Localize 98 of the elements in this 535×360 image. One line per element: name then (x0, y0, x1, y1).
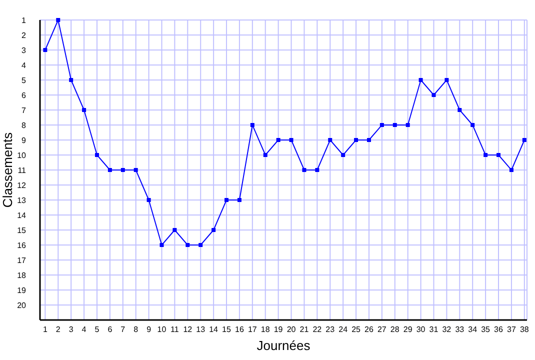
x-axis-title: Journées (256, 338, 311, 353)
y-axis-title: Classements (0, 132, 15, 208)
point (432, 93, 436, 97)
point (94, 153, 99, 157)
point (276, 138, 280, 142)
x-tick-label: 21 (300, 325, 310, 334)
x-tick-label: 30 (416, 325, 426, 334)
x-tick-label: 24 (338, 325, 348, 334)
point (509, 168, 514, 172)
point (289, 138, 294, 142)
point (224, 198, 229, 202)
x-tick-label: 2 (56, 325, 61, 334)
point (392, 123, 397, 127)
x-tick-label: 20 (286, 325, 296, 334)
point (366, 138, 371, 142)
y-tick-label: 9 (22, 136, 27, 145)
x-tick-label: 13 (196, 325, 206, 334)
y-tick-label: 14 (17, 211, 27, 220)
x-tick-label: 12 (183, 325, 193, 334)
x-tick-label: 3 (68, 325, 74, 334)
point (250, 123, 254, 127)
y-tick-label: 4 (22, 61, 27, 70)
point (328, 138, 332, 142)
y-tick-label: 18 (17, 271, 27, 280)
x-tick-label: 31 (429, 325, 439, 334)
x-tick-label: 33 (455, 325, 465, 334)
y-tick-label: 17 (17, 256, 27, 265)
point (237, 198, 242, 202)
x-tick-label: 1 (42, 325, 48, 334)
x-tick-label: 28 (390, 325, 400, 334)
point (341, 153, 346, 157)
point (458, 108, 462, 112)
y-tick-label: 5 (22, 76, 27, 85)
point (43, 48, 48, 52)
y-tick-label: 8 (22, 121, 27, 130)
point (444, 78, 449, 82)
x-tick-label: 23 (326, 325, 336, 334)
point (406, 123, 410, 127)
y-tick-label: 2 (22, 31, 27, 40)
point (198, 243, 203, 247)
x-tick-label: 15 (222, 325, 232, 334)
point (484, 153, 488, 157)
y-tick-label: 11 (18, 166, 27, 175)
y-tick-label: 1 (22, 16, 27, 25)
point (120, 168, 125, 172)
x-tick-label: 36 (494, 325, 504, 334)
point (172, 228, 177, 232)
x-tick-label: 34 (468, 325, 478, 334)
point (160, 243, 164, 247)
point (315, 168, 320, 172)
x-tick-label: 22 (312, 325, 322, 334)
y-tick-label: 16 (17, 241, 27, 250)
x-tick-label: 37 (507, 325, 516, 334)
x-tick-label: 26 (364, 325, 374, 334)
point (82, 108, 86, 112)
x-tick-label: 6 (108, 325, 113, 334)
x-tick-label: 35 (481, 325, 491, 334)
y-tick-label: 6 (22, 91, 27, 100)
x-tick-label: 25 (352, 325, 362, 334)
x-tick-label: 32 (442, 325, 452, 334)
x-tick-label: 18 (260, 325, 270, 334)
x-tick-label: 9 (146, 325, 152, 334)
point (496, 153, 501, 157)
point (354, 138, 358, 142)
x-tick-label: 14 (209, 325, 219, 334)
point (186, 243, 190, 247)
y-tick-label: 10 (17, 151, 27, 160)
x-tick-label: 17 (248, 325, 258, 334)
point (302, 168, 306, 172)
point (263, 153, 268, 157)
point (380, 123, 384, 127)
point (56, 18, 60, 22)
y-tick-label: 15 (17, 226, 27, 235)
x-tick-label: 5 (94, 325, 100, 334)
y-tick-label: 3 (22, 46, 27, 55)
x-tick-label: 7 (120, 325, 126, 334)
x-tick-label: 10 (157, 325, 167, 334)
y-tick-label: 19 (17, 286, 27, 295)
y-tick-label: 13 (17, 196, 27, 205)
x-tick-label: 11 (170, 325, 180, 334)
point (146, 198, 151, 202)
point (108, 168, 112, 172)
x-tick-label: 38 (520, 325, 530, 334)
point (134, 168, 138, 172)
y-tick-label: 7 (22, 106, 27, 115)
point (522, 138, 526, 142)
point (69, 78, 74, 82)
x-tick-label: 8 (134, 325, 139, 334)
x-tick-label: 29 (403, 325, 413, 334)
y-tick-label: 12 (17, 181, 27, 190)
x-tick-label: 27 (377, 325, 387, 334)
point (470, 123, 475, 127)
y-tick-label: 20 (17, 301, 27, 310)
point (212, 228, 216, 232)
point (418, 78, 423, 82)
x-tick-label: 19 (274, 325, 284, 334)
x-tick-label: 4 (82, 325, 87, 334)
x-tick-label: 16 (235, 325, 244, 334)
